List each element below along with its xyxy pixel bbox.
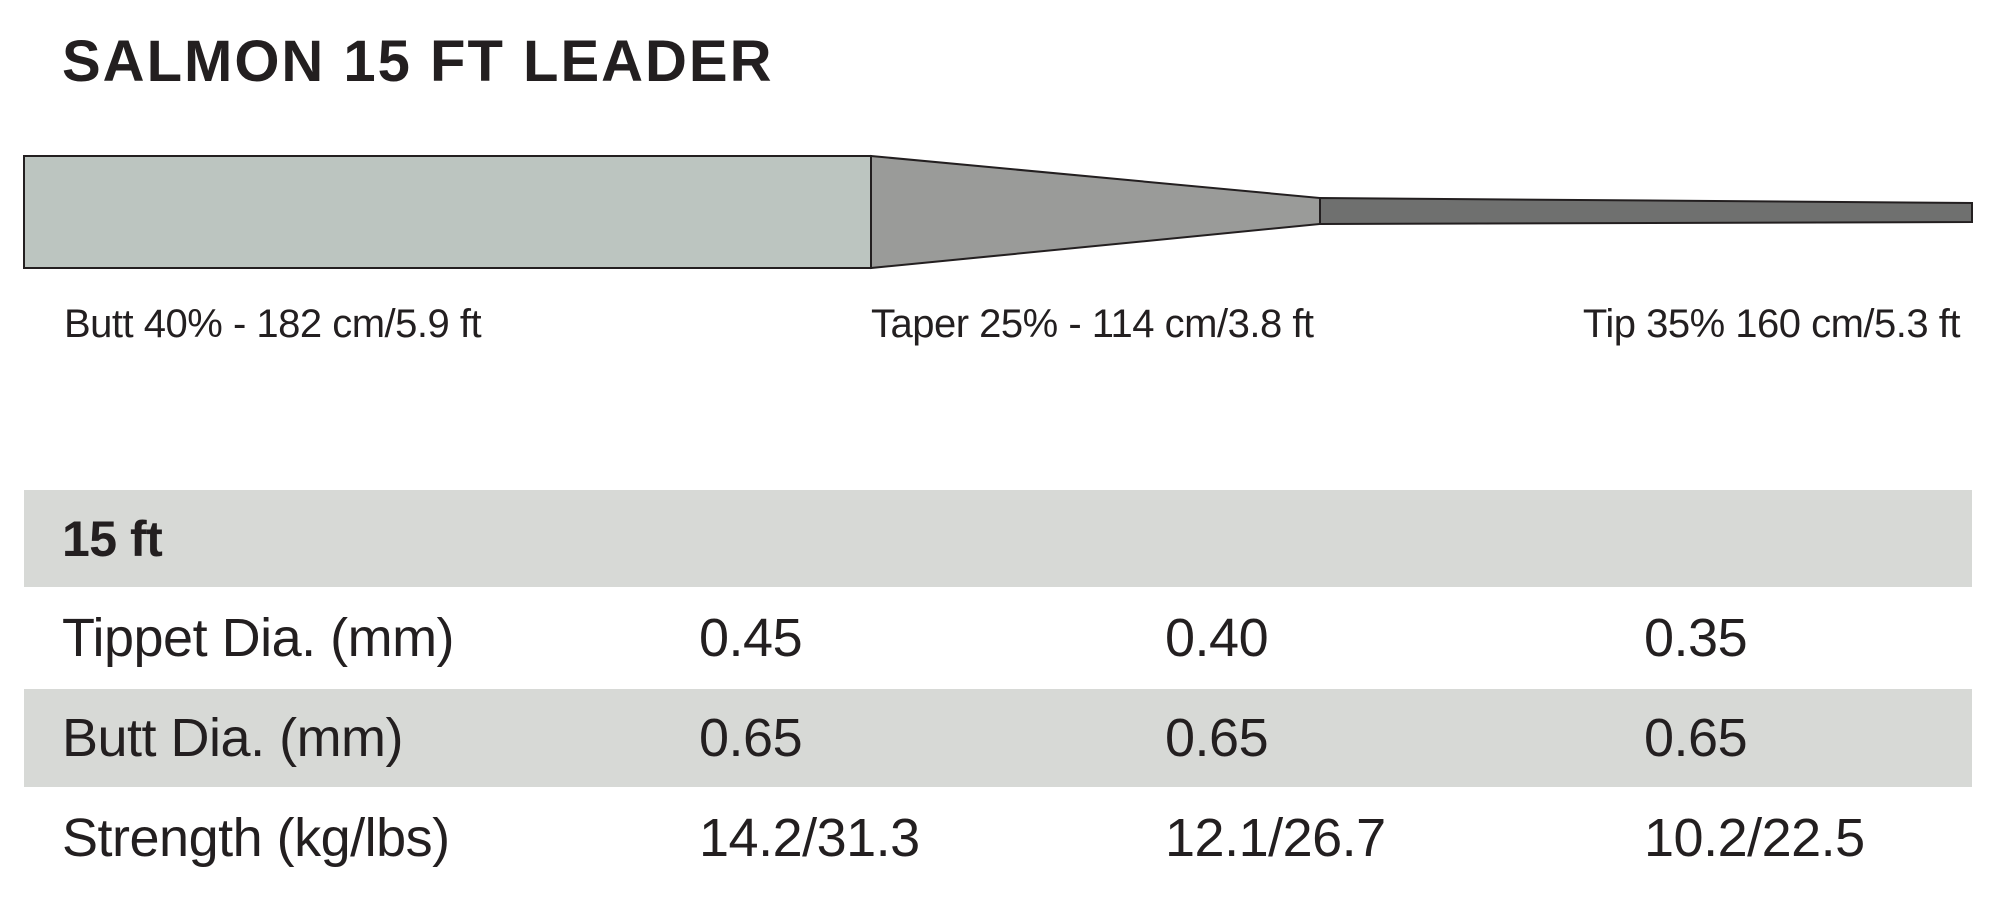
tip-section	[1319, 196, 1973, 226]
leader-taper-diagram	[23, 154, 1973, 270]
table-header: 15 ft	[62, 510, 163, 567]
cell-value: 0.35	[1644, 608, 1748, 668]
table-row: Butt Dia. (mm) 0.65 0.65 0.65	[24, 689, 1972, 787]
cell-value: 0.65	[1644, 708, 1748, 768]
table-header-row: 15 ft	[24, 490, 1972, 587]
table-row: Tippet Dia. (mm) 0.45 0.40 0.35	[24, 587, 1972, 689]
cell-value: 10.2/22.5	[1644, 808, 1865, 868]
row-label: Strength (kg/lbs)	[62, 808, 450, 868]
page-title: SALMON 15 FT LEADER	[62, 29, 774, 94]
butt-section	[23, 155, 872, 269]
tip-label: Tip 35% 160 cm/5.3 ft	[1582, 302, 1961, 346]
taper-label: Taper 25% - 114 cm/3.8 ft	[871, 302, 1314, 346]
row-label: Tippet Dia. (mm)	[62, 608, 455, 668]
row-label: Butt Dia. (mm)	[62, 708, 404, 768]
cell-value: 0.45	[699, 608, 803, 668]
cell-value: 0.40	[1165, 608, 1269, 668]
table-row: Strength (kg/lbs) 14.2/31.3 12.1/26.7 10…	[24, 787, 1972, 889]
cell-value: 0.65	[1165, 708, 1269, 768]
cell-value: 0.65	[699, 708, 803, 768]
taper-section	[870, 154, 1321, 270]
cell-value: 12.1/26.7	[1165, 808, 1386, 868]
cell-value: 14.2/31.3	[699, 808, 920, 868]
butt-label: Butt 40% - 182 cm/5.9 ft	[64, 302, 482, 346]
